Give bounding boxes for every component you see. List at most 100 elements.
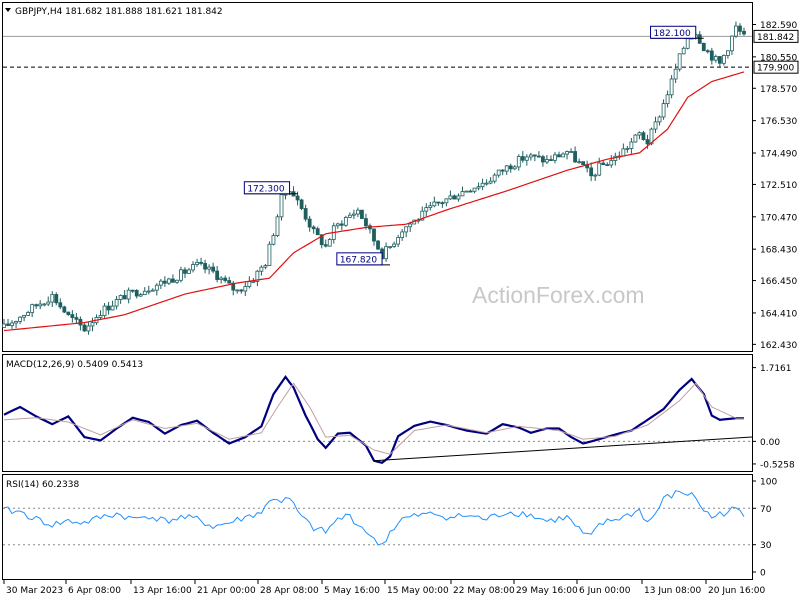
candle [549,155,553,162]
level-label-box-2 [336,252,383,266]
price-y-tick-label: 162.430 [760,341,797,351]
macd-chart [3,375,753,464]
candle-body [319,234,324,246]
candle-body [384,246,388,260]
candle-body [388,246,392,248]
candle [110,300,115,311]
candle [738,23,742,36]
candle-body [444,198,449,204]
level-label-0: 182.100 [654,29,691,39]
candle [323,239,328,248]
candle-body [203,263,207,270]
candle-body [126,289,131,300]
candle [597,157,602,177]
candle [46,296,51,307]
candle [697,31,702,45]
candle-body [179,269,183,281]
candle [388,246,392,249]
candle [528,152,533,161]
candle [516,154,521,171]
candle [327,237,332,247]
candle [713,54,718,63]
candle-body [90,322,95,327]
price-chart: 182.100 172.300 167.820 [2,21,752,335]
candle [102,303,107,318]
candle-body [440,202,445,205]
x-tick-label: 13 Jun 08:00 [644,586,701,596]
candle [504,165,509,175]
candle [243,281,248,297]
candle-body [701,42,706,52]
candle-body [536,155,541,158]
candle [118,294,123,304]
macd-trendline [373,436,753,462]
candle-body [661,103,666,118]
macd-y-tick-label: 1.7161 [760,364,792,374]
candle [223,275,228,283]
candle-body [637,132,642,136]
candle-body [669,78,674,96]
candle [271,233,276,246]
candle-body [496,169,501,176]
candle [315,226,320,236]
candle-body [673,68,678,80]
candle-body [629,141,634,149]
candle-body [372,228,376,242]
candle [488,177,493,185]
candle-body [488,180,493,184]
candle-body [166,278,171,284]
candle [569,148,573,153]
candle-body [641,132,646,141]
candle-body [504,165,509,172]
x-tick-label: 21 Apr 00:00 [197,586,256,596]
candle-body [42,303,47,306]
candle-body [102,305,107,316]
price-y-tick-label: 182.590 [760,21,797,31]
candle [565,150,569,160]
x-tick-label: 29 May 16:00 [516,586,578,596]
candle [637,131,642,140]
candle-body [561,153,565,158]
candle-body [565,151,569,155]
candle [492,173,497,184]
candle-body [171,278,175,283]
candle-body [557,154,561,158]
candle-body [118,295,123,300]
candle-body [569,151,573,153]
candle-body [420,210,425,221]
candle-body [645,139,650,145]
candle-body [199,261,203,264]
candle-body [150,289,155,292]
candle-body [625,148,630,150]
candle [633,134,638,143]
candle [62,305,67,314]
candle-body [22,315,27,318]
rsi-panel-frame [2,474,753,580]
candle [311,225,316,234]
candle-body [138,294,143,297]
candle [404,226,409,238]
candle [259,265,264,276]
candle-body [713,56,718,61]
collapse-arrow-icon[interactable] [5,8,11,12]
candle [191,261,195,273]
candle-body [653,121,658,130]
x-tick-label: 20 Jun 16:00 [708,586,765,596]
candle [2,318,6,328]
candle [372,228,376,246]
candle-body [520,156,525,161]
candle [26,310,31,316]
candle [428,201,433,211]
candle-body [476,186,481,189]
macd-main-line [3,375,744,464]
watermark: ActionForex.com [472,282,645,308]
candle [90,317,95,332]
candle [577,158,582,164]
candle-body [211,266,216,272]
candle [673,63,678,84]
candle [38,300,43,310]
candle-body [436,201,441,204]
candle [299,198,304,211]
level-label-2: 167.820 [340,255,377,265]
candle [641,130,646,141]
